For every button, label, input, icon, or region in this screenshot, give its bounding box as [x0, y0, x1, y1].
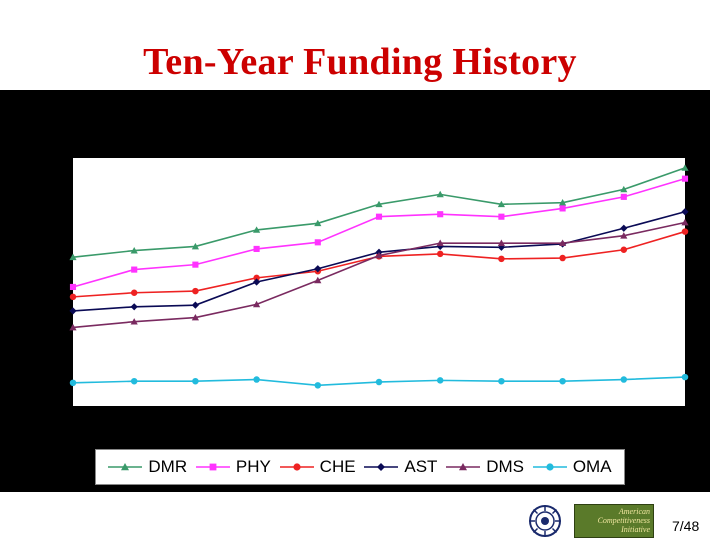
data-point-che	[681, 228, 689, 235]
data-point-dmr	[620, 185, 628, 193]
data-point-phy	[559, 205, 566, 212]
data-point-che	[130, 289, 138, 296]
page-number: 7/48	[672, 518, 700, 534]
legend-label-phy: PHY	[235, 457, 271, 476]
data-point-phy	[253, 245, 260, 252]
data-point-oma	[253, 376, 260, 383]
data-point-che	[498, 255, 505, 263]
data-point-phy	[69, 283, 77, 291]
data-point-dmr	[681, 164, 689, 171]
data-point-ast	[253, 278, 261, 286]
data-point-oma	[436, 377, 444, 384]
data-point-dmr	[497, 200, 505, 208]
data-point-dmr	[559, 199, 567, 206]
data-point-dms	[620, 232, 628, 239]
data-point-oma	[498, 377, 505, 385]
plot-area	[73, 158, 685, 406]
data-point-oma	[192, 377, 199, 385]
legend-label-oma: OMA	[572, 457, 612, 476]
data-point-dms	[497, 239, 505, 247]
chart-panel	[0, 90, 710, 492]
legend-item-dms: DMS	[446, 457, 524, 477]
legend-swatch-dms	[446, 463, 481, 471]
legend-item-che: CHE	[279, 457, 356, 477]
data-point-dmr	[375, 200, 383, 208]
legend-label-dms: DMS	[486, 457, 525, 476]
data-point-phy	[131, 266, 138, 273]
data-point-dmr	[436, 190, 444, 198]
data-point-ast	[191, 301, 199, 309]
data-point-oma	[681, 373, 689, 381]
data-point-dmr	[69, 253, 77, 261]
data-point-phy	[498, 213, 505, 220]
legend-swatch-che	[279, 463, 314, 471]
data-point-dms	[681, 218, 689, 226]
data-point-che	[69, 293, 77, 301]
data-point-phy	[192, 261, 199, 268]
data-point-phy	[437, 211, 444, 218]
legend-swatch-phy	[195, 463, 230, 471]
data-point-oma	[375, 378, 383, 386]
data-point-dms	[375, 251, 383, 259]
legend-swatch-oma	[532, 463, 567, 471]
data-point-che	[436, 250, 444, 258]
legend-item-ast: AST	[364, 457, 437, 477]
legend-swatch-ast	[364, 463, 399, 471]
data-point-oma	[314, 382, 322, 389]
data-point-che	[559, 254, 566, 262]
chart-legend: DMR PHY CHE AST DMS OMA	[95, 449, 625, 485]
data-point-ast	[620, 224, 628, 232]
data-point-dms	[436, 239, 444, 247]
legend-label-dmr: DMR	[148, 457, 188, 476]
legend-swatch-dmr	[108, 463, 143, 471]
data-point-phy	[681, 175, 689, 182]
data-point-phy	[314, 239, 321, 246]
footer-logos: American Competitiveness Initiative	[528, 503, 654, 539]
data-point-dmr	[130, 246, 138, 254]
data-point-che	[253, 274, 260, 282]
aci-logo: American Competitiveness Initiative	[574, 504, 654, 538]
slide-title: Ten-Year Funding History	[143, 41, 577, 83]
data-point-dmr	[314, 219, 322, 227]
data-point-dmr	[253, 226, 261, 233]
legend-label-ast: AST	[404, 457, 438, 476]
data-point-oma	[559, 377, 566, 385]
data-point-ast	[497, 243, 505, 251]
data-point-che	[192, 287, 199, 295]
data-point-ast	[681, 208, 689, 216]
data-point-dms	[191, 313, 199, 321]
data-point-phy	[620, 193, 627, 200]
data-point-phy	[375, 213, 383, 220]
data-point-dms	[253, 300, 261, 308]
data-point-che	[620, 246, 628, 253]
data-point-dms	[559, 239, 567, 247]
data-point-dms	[130, 318, 138, 325]
data-point-dmr	[191, 242, 199, 250]
legend-item-dmr: DMR	[108, 457, 187, 477]
data-point-dms	[69, 323, 77, 331]
line-chart	[69, 158, 689, 406]
data-point-oma	[130, 377, 138, 385]
nsf-seal-icon	[529, 505, 561, 537]
legend-item-oma: OMA	[532, 457, 612, 477]
data-point-ast	[130, 303, 138, 311]
data-point-dms	[314, 276, 322, 284]
data-point-oma	[620, 376, 628, 383]
data-point-oma	[69, 379, 77, 387]
legend-label-che: CHE	[319, 457, 356, 476]
legend-item-phy: PHY	[195, 457, 271, 477]
